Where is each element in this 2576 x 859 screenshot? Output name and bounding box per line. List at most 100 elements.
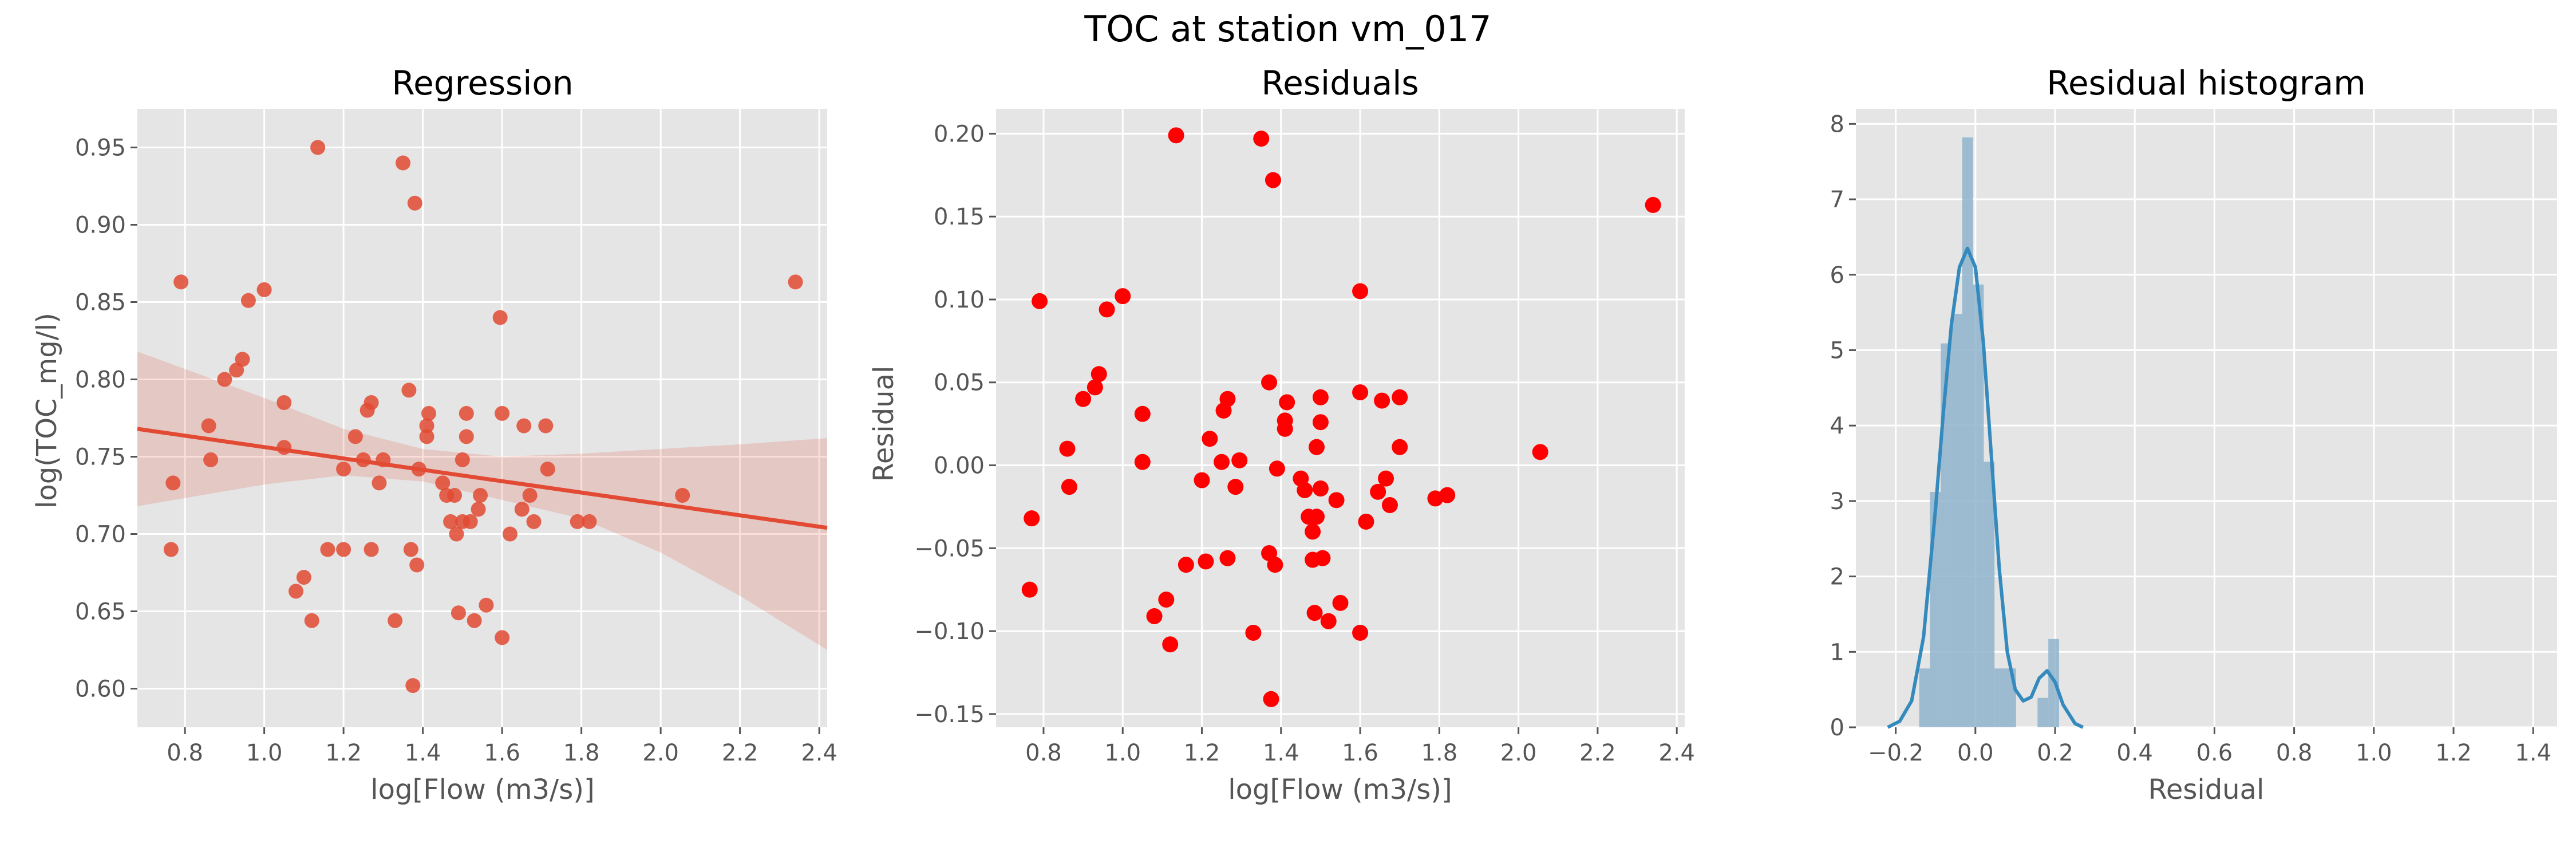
- regression-x-ticks: 0.8 1.0 1.2 1.4 1.6 1.8 2.0 2.2 2.4: [167, 727, 837, 766]
- histogram-y-ticks: 0 1 2 3 4 5 6 7 8: [1830, 111, 1856, 741]
- residual-point: [1332, 594, 1349, 611]
- regression-point: [256, 282, 272, 297]
- residuals-gridlines: [996, 109, 1685, 727]
- residual-point: [1202, 431, 1218, 447]
- residual-point: [1279, 394, 1295, 411]
- regression-points: [163, 140, 803, 693]
- regression-point: [502, 526, 517, 542]
- regression-point: [372, 475, 387, 491]
- regression-point: [582, 514, 597, 529]
- residual-point: [1374, 392, 1390, 409]
- residual-point: [1032, 293, 1048, 309]
- histogram-bar: [1919, 668, 1930, 727]
- x-tick-label: 1.4: [405, 740, 441, 766]
- histogram-bar: [1984, 462, 1995, 727]
- residuals-y-ticks: −0.15 −0.10 −0.05 0.00 0.05 0.10 0.15 0.20: [914, 121, 996, 728]
- x-tick-label: 0.4: [2116, 740, 2153, 766]
- histogram-bar: [2037, 698, 2049, 727]
- regression-point: [276, 395, 292, 410]
- histogram-bar: [1951, 314, 1962, 727]
- confidence-band-area: [137, 351, 827, 650]
- regression-point: [395, 155, 410, 171]
- residual-point: [1198, 553, 1214, 570]
- regression-point: [471, 502, 486, 517]
- residual-point: [1178, 557, 1194, 573]
- x-tick-label: 1.0: [1104, 740, 1141, 766]
- regression-point: [347, 429, 363, 444]
- histogram-bar: [2005, 668, 2016, 727]
- regression-point: [240, 293, 256, 308]
- regression-point: [310, 140, 326, 155]
- residual-point: [1263, 691, 1279, 707]
- x-tick-label: 1.6: [1342, 740, 1378, 766]
- residual-point: [1134, 405, 1151, 422]
- regression-point: [459, 405, 474, 421]
- regression-point: [463, 514, 478, 529]
- residual-point: [1086, 379, 1103, 396]
- x-tick-label: 1.0: [2356, 740, 2392, 766]
- regression-point: [336, 542, 351, 557]
- y-tick-label: 0.85: [75, 290, 126, 316]
- x-tick-label: −0.2: [1868, 740, 1923, 766]
- y-tick-label: 7: [1830, 187, 1844, 213]
- x-tick-label: 0.6: [2196, 740, 2233, 766]
- residual-point: [1309, 439, 1325, 455]
- residuals-x-label: log[Flow (m3/s)]: [1228, 774, 1452, 806]
- regression-point: [419, 429, 434, 444]
- residual-point: [1370, 483, 1386, 500]
- y-tick-label: 0.80: [75, 367, 126, 393]
- histogram-x-ticks: −0.2 0.0 0.2 0.4 0.6 0.8 1.0 1.2 1.4: [1868, 727, 2551, 766]
- residual-point: [1352, 283, 1369, 300]
- x-tick-label: 0.0: [1957, 740, 1994, 766]
- residual-point: [1306, 605, 1323, 621]
- residual-point: [1253, 131, 1270, 147]
- y-tick-label: −0.15: [914, 702, 985, 728]
- regression-point: [407, 195, 422, 211]
- regression-point: [173, 274, 189, 290]
- regression-point: [289, 584, 304, 599]
- y-tick-label: 0.75: [75, 444, 126, 471]
- residual-point: [1146, 608, 1163, 625]
- regression-point: [495, 630, 510, 645]
- regression-point: [526, 514, 542, 529]
- x-tick-label: 2.0: [1500, 740, 1537, 766]
- residual-point: [1231, 452, 1248, 468]
- residual-point: [1024, 510, 1040, 527]
- regression-fit-line: [137, 427, 828, 530]
- x-tick-label: 1.2: [1184, 740, 1220, 766]
- y-tick-label: 4: [1830, 413, 1844, 439]
- regression-panel: 0.8 1.0 1.2 1.4 1.6 1.8 2.0 2.2 2.4 0.60 0.65 0.70…: [31, 64, 837, 806]
- residual-point: [1099, 301, 1115, 318]
- x-tick-label: 0.8: [2276, 740, 2313, 766]
- x-tick-label: 2.0: [642, 740, 679, 766]
- regression-point: [296, 570, 311, 585]
- x-tick-label: 1.2: [325, 740, 362, 766]
- regression-point: [421, 405, 437, 421]
- residuals-y-label: Residual: [868, 366, 900, 482]
- regression-point: [403, 542, 418, 557]
- residual-point: [1645, 196, 1661, 213]
- regression-point: [788, 274, 803, 290]
- residuals-panel: 0.8 1.0 1.2 1.4 1.6 1.8 2.0 2.2 2.4 −0.15−0.10−0…: [868, 64, 1695, 806]
- residual-point: [1091, 366, 1107, 383]
- regression-point: [409, 557, 425, 573]
- residual-point: [1439, 487, 1456, 503]
- residual-point: [1532, 444, 1548, 460]
- residual-point: [1309, 509, 1325, 525]
- histogram-bar: [1973, 284, 1984, 727]
- residuals-plot-area: [996, 109, 1685, 727]
- histogram-x-label: Residual: [2148, 774, 2265, 806]
- regression-point: [467, 613, 482, 628]
- regression-point: [405, 678, 421, 693]
- y-tick-label: 1: [1830, 639, 1844, 665]
- regression-point: [435, 475, 451, 491]
- regression-point: [538, 418, 554, 434]
- residual-point: [1358, 513, 1374, 530]
- residual-point: [1219, 391, 1236, 407]
- x-tick-label: 1.4: [2515, 740, 2551, 766]
- regression-point: [479, 597, 494, 613]
- regression-point: [540, 462, 555, 477]
- regression-point: [495, 405, 510, 421]
- histogram-title: Residual histogram: [2046, 64, 2365, 103]
- regression-point: [473, 488, 488, 503]
